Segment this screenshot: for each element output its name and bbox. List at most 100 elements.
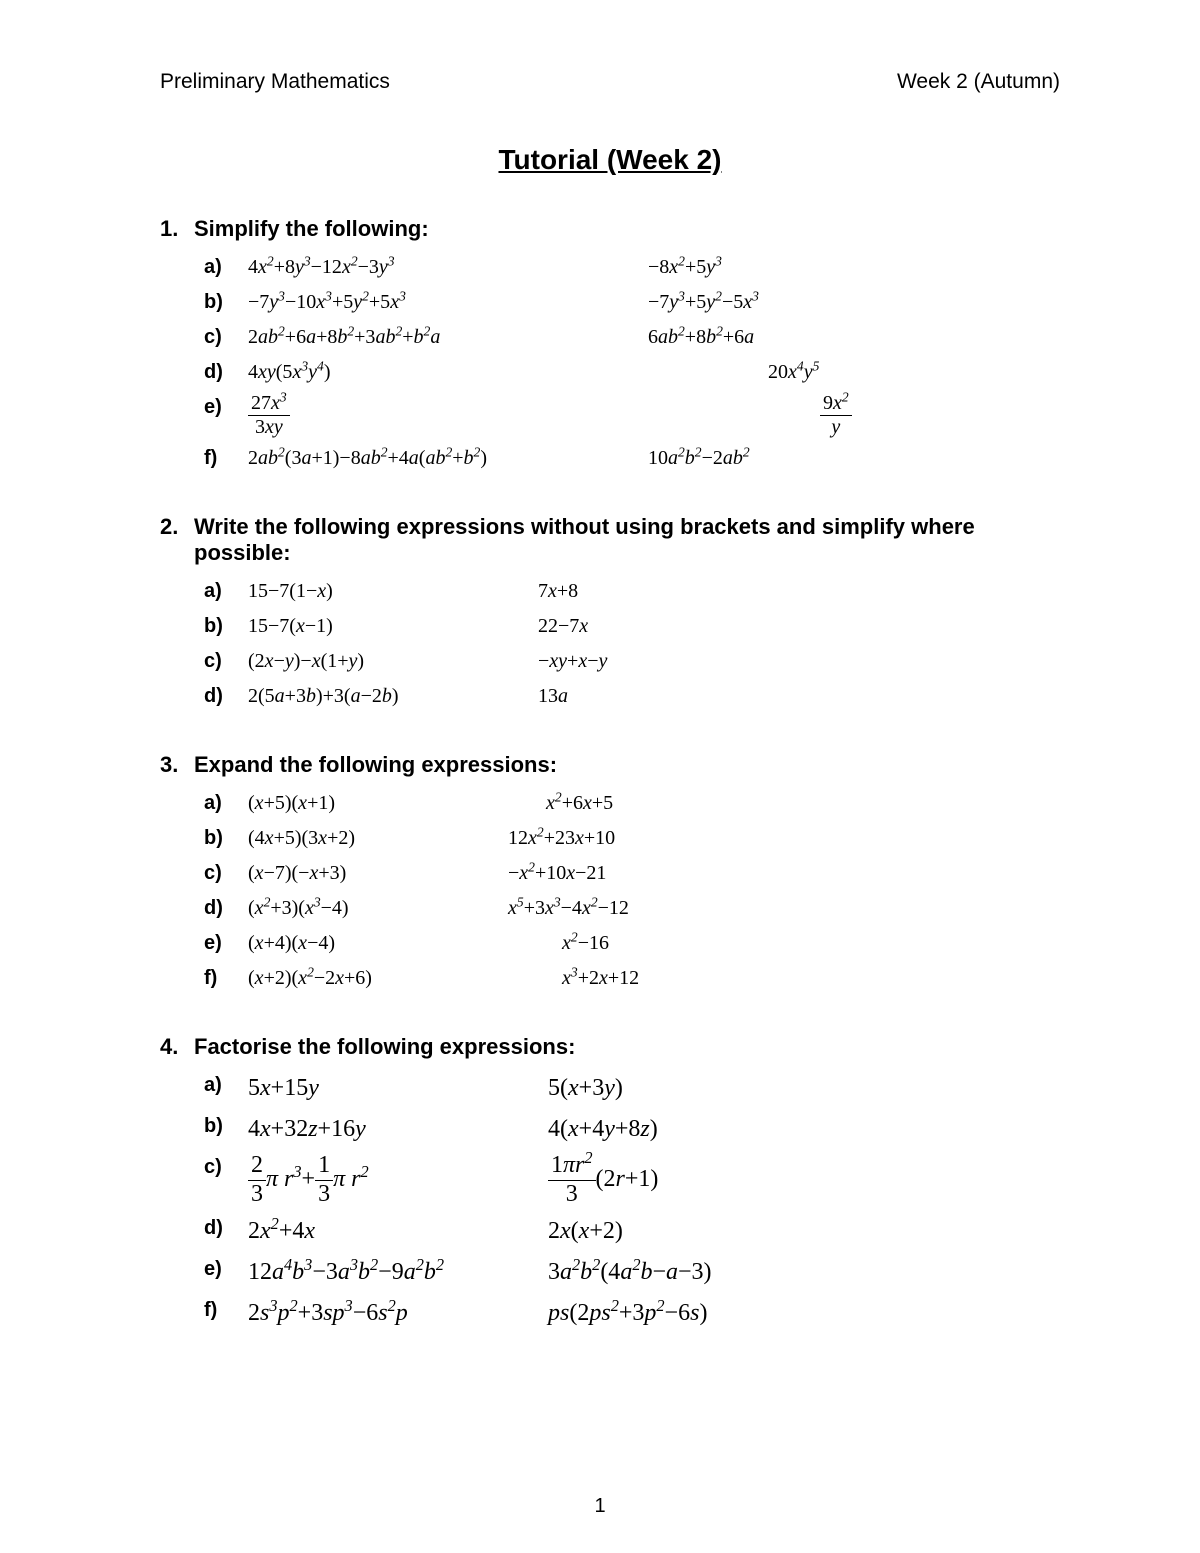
items-list: a)4x2+8y3−12x2−3y3−8x2+5y3 b)−7y3−10x3+5y… — [160, 252, 1060, 474]
page-header: Preliminary Mathematics Week 2 (Autumn) — [160, 70, 1060, 94]
item-row: c)(x−7)(−x+3)−x2+10x−21 — [204, 858, 1060, 889]
item-answer: x3+2x+12 — [508, 963, 639, 994]
item-answer: 5(x+3y) — [548, 1070, 623, 1107]
item-question: 12a4b3−3a3b2−9a2b2 — [248, 1254, 548, 1291]
page-title: Tutorial (Week 2) — [160, 144, 1060, 176]
item-row: a)(x+5)(x+1)x2+6x+5 — [204, 788, 1060, 819]
item-question: (x+5)(x+1) — [248, 788, 508, 819]
item-row: a)5x+15y5(x+3y) — [204, 1070, 1060, 1107]
section: 1.Simplify the following: a)4x2+8y3−12x2−… — [160, 216, 1060, 474]
item-question: 2x2+4x — [248, 1213, 548, 1250]
item-label: b) — [204, 287, 248, 318]
item-question: 2(5a+3b)+3(a−2b) — [248, 681, 538, 712]
item-answer: −8x2+5y3 — [648, 252, 722, 283]
item-label: b) — [204, 823, 248, 854]
item-label: a) — [204, 576, 248, 607]
item-answer: x2−16 — [508, 928, 609, 959]
section-title: Write the following expressions without … — [194, 514, 1060, 566]
item-row: d)2x2+4x2x(x+2) — [204, 1213, 1060, 1250]
item-question: (x+4)(x−4) — [248, 928, 508, 959]
page-number: 1 — [0, 1495, 1200, 1518]
item-answer: −xy+x−y — [538, 646, 607, 677]
header-left: Preliminary Mathematics — [160, 70, 390, 94]
item-question: 15−7(x−1) — [248, 611, 538, 642]
item-label: f) — [204, 443, 248, 474]
item-row: c)(2x−y)−x(1+y)−xy+x−y — [204, 646, 1060, 677]
item-answer: x2+6x+5 — [508, 788, 613, 819]
item-row: b)(4x+5)(3x+2)12x2+23x+10 — [204, 823, 1060, 854]
item-question: (2x−y)−x(1+y) — [248, 646, 538, 677]
item-answer: ps(2ps2+3p2−6s) — [548, 1295, 707, 1332]
items-list: a)5x+15y5(x+3y)b)4x+32z+16y4(x+4y+8z)c)2… — [160, 1070, 1060, 1332]
item-row: f)(x+2)(x2−2x+6)x3+2x+12 — [204, 963, 1060, 994]
item-row: d)2(5a+3b)+3(a−2b)13a — [204, 681, 1060, 712]
item-label: b) — [204, 611, 248, 642]
item-row: e)27x33xy9x2y — [204, 392, 1060, 439]
item-row: d)4xy(5x3y4)20x4y5 — [204, 357, 1060, 388]
section-title: Simplify the following: — [194, 216, 429, 242]
item-question: −7y3−10x3+5y2+5x3 — [248, 287, 648, 318]
item-question: 5x+15y — [248, 1070, 548, 1107]
section: 3.Expand the following expressions:a)(x+… — [160, 752, 1060, 994]
item-answer: −7y3+5y2−5x3 — [648, 287, 759, 318]
item-label: f) — [204, 1295, 248, 1326]
item-row: a)4x2+8y3−12x2−3y3−8x2+5y3 — [204, 252, 1060, 283]
item-question: (x2+3)(x3−4) — [248, 893, 508, 924]
header-right: Week 2 (Autumn) — [897, 70, 1060, 94]
item-question: 2s3p2+3sp3−6s2p — [248, 1295, 548, 1332]
item-question: (x−7)(−x+3) — [248, 858, 508, 889]
item-question: 27x33xy — [248, 392, 648, 439]
item-answer: 1πr23(2r+1) — [548, 1152, 658, 1208]
document-page: Preliminary Mathematics Week 2 (Autumn) … — [0, 0, 1200, 1553]
item-answer: 7x+8 — [538, 576, 578, 607]
item-row: b)−7y3−10x3+5y2+5x3−7y3+5y2−5x3 — [204, 287, 1060, 318]
item-label: f) — [204, 963, 248, 994]
item-row: b)15−7(x−1)22−7x — [204, 611, 1060, 642]
section-heading: 4.Factorise the following expressions: — [160, 1034, 1060, 1060]
section-number: 1. — [160, 216, 194, 242]
item-label: c) — [204, 858, 248, 889]
item-answer: 13a — [538, 681, 568, 712]
item-row: d)(x2+3)(x3−4)x5+3x3−4x2−12 — [204, 893, 1060, 924]
item-label: e) — [204, 928, 248, 959]
item-answer: 22−7x — [538, 611, 588, 642]
item-row: b)4x+32z+16y4(x+4y+8z) — [204, 1111, 1060, 1148]
item-answer: 6ab2+8b2+6a — [648, 322, 754, 353]
item-question: (x+2)(x2−2x+6) — [248, 963, 508, 994]
item-label: d) — [204, 893, 248, 924]
section-title: Factorise the following expressions: — [194, 1034, 575, 1060]
item-question: 2ab2(3a+1)−8ab2+4a(ab2+b2) — [248, 443, 648, 474]
section-heading: 3.Expand the following expressions: — [160, 752, 1060, 778]
item-label: a) — [204, 1070, 248, 1101]
item-row: e)(x+4)(x−4)x2−16 — [204, 928, 1060, 959]
item-label: d) — [204, 357, 248, 388]
item-question: 2ab2+6a+8b2+3ab2+b2a — [248, 322, 648, 353]
item-question: 4x+32z+16y — [248, 1111, 548, 1148]
item-row: c)23π r3+13π r21πr23(2r+1) — [204, 1152, 1060, 1208]
section-heading: 2.Write the following expressions withou… — [160, 514, 1060, 566]
item-answer: 9x2y — [648, 392, 852, 439]
item-label: a) — [204, 788, 248, 819]
sections-container: 1.Simplify the following: a)4x2+8y3−12x2−… — [160, 216, 1060, 1332]
section: 2.Write the following expressions withou… — [160, 514, 1060, 712]
item-row: f)2ab2(3a+1)−8ab2+4a(ab2+b2)10a2b2−2ab2 — [204, 443, 1060, 474]
section-heading: 1.Simplify the following: — [160, 216, 1060, 242]
section-number: 3. — [160, 752, 194, 778]
item-question: 15−7(1−x) — [248, 576, 538, 607]
item-answer: 4(x+4y+8z) — [548, 1111, 658, 1148]
item-answer: 12x2+23x+10 — [508, 823, 615, 854]
item-label: e) — [204, 392, 248, 423]
item-answer: x5+3x3−4x2−12 — [508, 893, 629, 924]
section-title: Expand the following expressions: — [194, 752, 557, 778]
item-label: c) — [204, 1152, 248, 1183]
item-row: e)12a4b3−3a3b2−9a2b23a2b2(4a2b−a−3) — [204, 1254, 1060, 1291]
item-label: b) — [204, 1111, 248, 1142]
item-row: a)15−7(1−x)7x+8 — [204, 576, 1060, 607]
item-row: c)2ab2+6a+8b2+3ab2+b2a6ab2+8b2+6a — [204, 322, 1060, 353]
item-label: c) — [204, 646, 248, 677]
item-label: e) — [204, 1254, 248, 1285]
items-list: a)(x+5)(x+1)x2+6x+5 b)(4x+5)(3x+2)12x2+23… — [160, 788, 1060, 994]
item-row: f)2s3p2+3sp3−6s2pps(2ps2+3p2−6s) — [204, 1295, 1060, 1332]
item-answer: 20x4y5 — [648, 357, 819, 388]
section-number: 2. — [160, 514, 194, 566]
